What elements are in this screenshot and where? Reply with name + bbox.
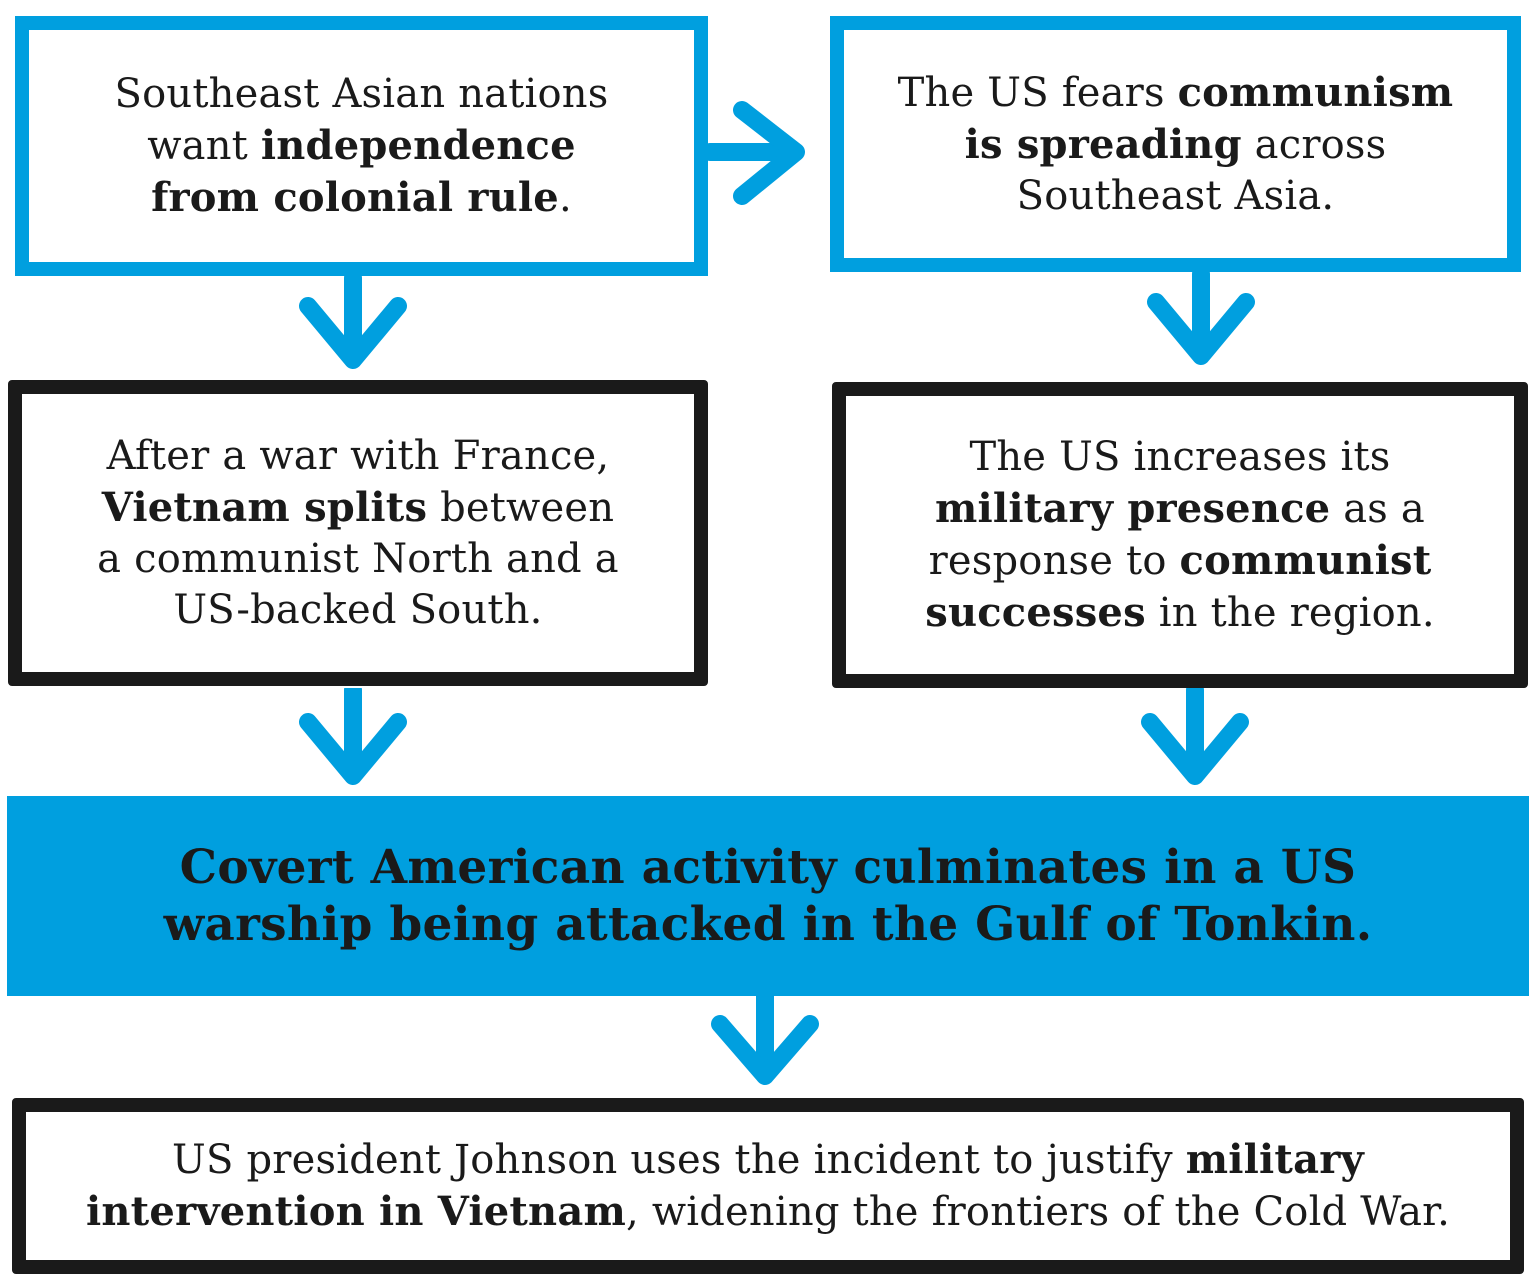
- box-vietnam-split: After a war with France, Vietnam splits …: [8, 380, 708, 686]
- text-segment: a communist North and a: [97, 535, 619, 582]
- box-military-presence-text: The US increases its military presence a…: [925, 432, 1435, 639]
- bold-segment: military presence: [935, 484, 1331, 532]
- text-segment: The US increases its: [969, 433, 1391, 480]
- box-communism-fear: The US fears communism is spreading acro…: [830, 16, 1521, 272]
- bold-segment: independence: [260, 121, 576, 169]
- bold-segment: communist: [1179, 536, 1432, 584]
- box-military-presence: The US increases its military presence a…: [832, 382, 1528, 688]
- arrow-down-icon: [711, 994, 819, 1085]
- text-segment: between: [427, 484, 615, 531]
- text-segment: After a war with France,: [106, 432, 610, 479]
- bold-segment: successes: [925, 588, 1146, 636]
- box-johnson-intervention-text: US president Johnson uses the incident t…: [86, 1134, 1450, 1238]
- bold-segment: from colonial rule: [151, 173, 559, 221]
- box-independence-text: Southeast Asian nations want independenc…: [115, 69, 609, 224]
- box-communism-fear-text: The US fears communism is spreading acro…: [898, 67, 1454, 222]
- text-segment: Southeast Asia.: [1016, 172, 1335, 219]
- text-segment: want: [147, 122, 261, 169]
- arrow-down-icon: [1147, 272, 1255, 365]
- bold-segment: Vietnam splits: [101, 483, 428, 531]
- box-independence: Southeast Asian nations want independenc…: [15, 16, 708, 276]
- arrow-down-icon: [299, 688, 407, 785]
- arrow-down-icon: [299, 276, 407, 369]
- arrow-right-icon: [708, 101, 805, 205]
- text-segment: , widening the frontiers of the Cold War…: [625, 1189, 1451, 1235]
- text-segment: Southeast Asian nations: [114, 70, 609, 117]
- text-segment: The US fears: [897, 69, 1178, 116]
- arrow-down-icon: [1141, 688, 1249, 785]
- text-segment: response to: [928, 537, 1180, 584]
- banner-line: warship being attacked in the Gulf of To…: [163, 897, 1373, 952]
- bold-segment: military: [1185, 1136, 1364, 1183]
- bold-segment: intervention in Vietnam: [85, 1188, 626, 1235]
- box-vietnam-split-text: After a war with France, Vietnam splits …: [97, 431, 619, 636]
- text-segment: .: [558, 174, 572, 221]
- text-segment: US president Johnson uses the incident t…: [172, 1137, 1186, 1183]
- box-johnson-intervention: US president Johnson uses the incident t…: [12, 1098, 1524, 1274]
- banner-text: Covert American activity culminates in a…: [164, 839, 1373, 953]
- bold-segment: is spreading: [964, 120, 1242, 168]
- banner-line: Covert American activity culminates in a…: [179, 840, 1357, 895]
- text-segment: US-backed South.: [173, 586, 543, 633]
- gulf-of-tonkin-banner: Covert American activity culminates in a…: [7, 796, 1529, 996]
- bold-segment: communism: [1177, 68, 1454, 116]
- text-segment: as a: [1330, 485, 1425, 532]
- text-segment: across: [1241, 121, 1387, 168]
- text-segment: in the region.: [1145, 589, 1435, 636]
